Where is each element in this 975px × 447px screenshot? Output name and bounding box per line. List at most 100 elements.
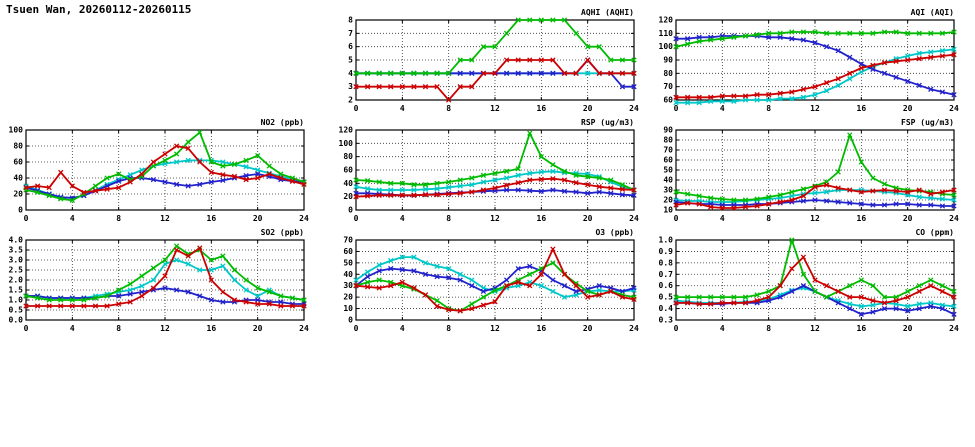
chart-canvas-rsp: 0 4 8 12 16 20 24 0 20 40 60 80 100 120 RSP (ug/m3) — [339, 118, 639, 223]
svg-text:0: 0 — [18, 206, 23, 215]
svg-text:40: 40 — [13, 174, 23, 183]
svg-text:60: 60 — [343, 166, 353, 175]
svg-text:1.5: 1.5 — [9, 286, 24, 295]
svg-text:24: 24 — [949, 214, 959, 223]
svg-text:2: 2 — [348, 96, 353, 105]
svg-text:4: 4 — [400, 214, 405, 223]
svg-text:2.5: 2.5 — [9, 266, 24, 275]
svg-text:12: 12 — [160, 324, 170, 333]
svg-text:10: 10 — [343, 304, 353, 313]
svg-text:NO2 (ppb): NO2 (ppb) — [261, 118, 304, 127]
svg-text:24: 24 — [629, 104, 639, 113]
svg-text:24: 24 — [299, 214, 309, 223]
svg-text:12: 12 — [490, 104, 500, 113]
svg-text:0.8: 0.8 — [659, 258, 674, 267]
svg-text:8: 8 — [766, 214, 771, 223]
svg-text:90: 90 — [663, 56, 673, 65]
svg-text:0.3: 0.3 — [659, 316, 674, 325]
svg-text:8: 8 — [766, 104, 771, 113]
svg-text:16: 16 — [207, 324, 217, 333]
svg-text:12: 12 — [810, 324, 820, 333]
svg-text:20: 20 — [13, 190, 23, 199]
svg-text:12: 12 — [810, 104, 820, 113]
svg-text:3: 3 — [348, 82, 353, 91]
svg-text:0: 0 — [674, 214, 679, 223]
svg-text:0: 0 — [354, 104, 359, 113]
chart-co: 0 4 8 12 16 20 24 0.3 0.4 0.5 0.6 0.7 0.8 0.9 1.0 CO (p… — [652, 226, 964, 338]
svg-text:20: 20 — [583, 324, 593, 333]
svg-text:110: 110 — [659, 29, 674, 38]
svg-text:4: 4 — [720, 324, 725, 333]
svg-text:8: 8 — [766, 324, 771, 333]
svg-text:3.5: 3.5 — [9, 246, 24, 255]
svg-text:RSP (ug/m3): RSP (ug/m3) — [581, 118, 634, 127]
svg-text:10: 10 — [663, 206, 673, 215]
svg-text:20: 20 — [583, 104, 593, 113]
svg-text:FSP (ug/m3): FSP (ug/m3) — [901, 118, 954, 127]
svg-text:20: 20 — [903, 324, 913, 333]
svg-text:0.5: 0.5 — [9, 306, 24, 315]
svg-text:80: 80 — [343, 152, 353, 161]
svg-text:7: 7 — [348, 29, 353, 38]
chart-canvas-no2: 0 4 8 12 16 20 24 0 20 40 60 80 100 NO2 (ppb) — [9, 118, 309, 223]
svg-text:80: 80 — [663, 136, 673, 145]
svg-text:0: 0 — [354, 214, 359, 223]
svg-text:16: 16 — [537, 324, 547, 333]
svg-text:90: 90 — [663, 126, 673, 135]
svg-text:50: 50 — [663, 166, 673, 175]
svg-text:24: 24 — [299, 324, 309, 333]
svg-text:12: 12 — [160, 214, 170, 223]
svg-text:16: 16 — [537, 104, 547, 113]
chart-canvas-aqi: 0 4 8 12 16 20 24 60 70 80 90 100 110 120 AQI (AQI) — [659, 8, 959, 113]
svg-text:100: 100 — [659, 42, 674, 51]
svg-text:CO (ppm): CO (ppm) — [915, 228, 954, 237]
svg-text:6: 6 — [348, 42, 353, 51]
svg-text:60: 60 — [13, 158, 23, 167]
svg-text:70: 70 — [343, 236, 353, 245]
svg-text:24: 24 — [629, 214, 639, 223]
svg-text:60: 60 — [343, 247, 353, 256]
page-title: Tsuen Wan, 20260112-20260115 — [6, 3, 192, 16]
svg-text:0: 0 — [354, 324, 359, 333]
svg-text:20: 20 — [903, 104, 913, 113]
svg-text:0.4: 0.4 — [659, 304, 674, 313]
chart-aqi: 0 4 8 12 16 20 24 60 70 80 90 100 110 120 AQI (AQI) — [652, 6, 964, 118]
svg-text:120: 120 — [659, 16, 674, 25]
svg-text:60: 60 — [663, 156, 673, 165]
svg-text:4: 4 — [720, 104, 725, 113]
chart-rsp: 0 4 8 12 16 20 24 0 20 40 60 80 100 120 RSP (ug/m3) — [332, 116, 644, 228]
svg-text:0: 0 — [674, 324, 679, 333]
svg-text:4: 4 — [348, 69, 353, 78]
svg-text:40: 40 — [663, 176, 673, 185]
chart-no2: 0 4 8 12 16 20 24 0 20 40 60 80 100 NO2 (ppb) — [2, 116, 314, 228]
svg-text:30: 30 — [663, 186, 673, 195]
svg-text:100: 100 — [339, 139, 354, 148]
svg-text:40: 40 — [343, 270, 353, 279]
svg-text:0: 0 — [24, 324, 29, 333]
svg-text:24: 24 — [629, 324, 639, 333]
svg-text:40: 40 — [343, 179, 353, 188]
svg-text:0.9: 0.9 — [659, 247, 674, 256]
svg-text:3.0: 3.0 — [9, 256, 24, 265]
svg-text:0: 0 — [348, 316, 353, 325]
svg-text:100: 100 — [9, 126, 24, 135]
svg-text:O3 (ppb): O3 (ppb) — [595, 228, 634, 237]
svg-text:16: 16 — [857, 104, 867, 113]
chart-canvas-so2: 0 4 8 12 16 20 24 0.00.51.01.52.02.53.03.54.0 SO… — [9, 228, 309, 333]
svg-text:70: 70 — [663, 82, 673, 91]
svg-text:8: 8 — [446, 214, 451, 223]
svg-text:8: 8 — [116, 214, 121, 223]
svg-text:4.0: 4.0 — [9, 236, 24, 245]
svg-text:60: 60 — [663, 96, 673, 105]
svg-text:0.6: 0.6 — [659, 281, 674, 290]
svg-text:0.5: 0.5 — [659, 293, 674, 302]
svg-text:2.0: 2.0 — [9, 276, 24, 285]
svg-text:0: 0 — [674, 104, 679, 113]
svg-text:120: 120 — [339, 126, 354, 135]
svg-text:12: 12 — [490, 324, 500, 333]
svg-text:8: 8 — [446, 324, 451, 333]
svg-text:1.0: 1.0 — [9, 296, 24, 305]
svg-text:8: 8 — [116, 324, 121, 333]
svg-text:70: 70 — [663, 146, 673, 155]
svg-text:80: 80 — [13, 142, 23, 151]
